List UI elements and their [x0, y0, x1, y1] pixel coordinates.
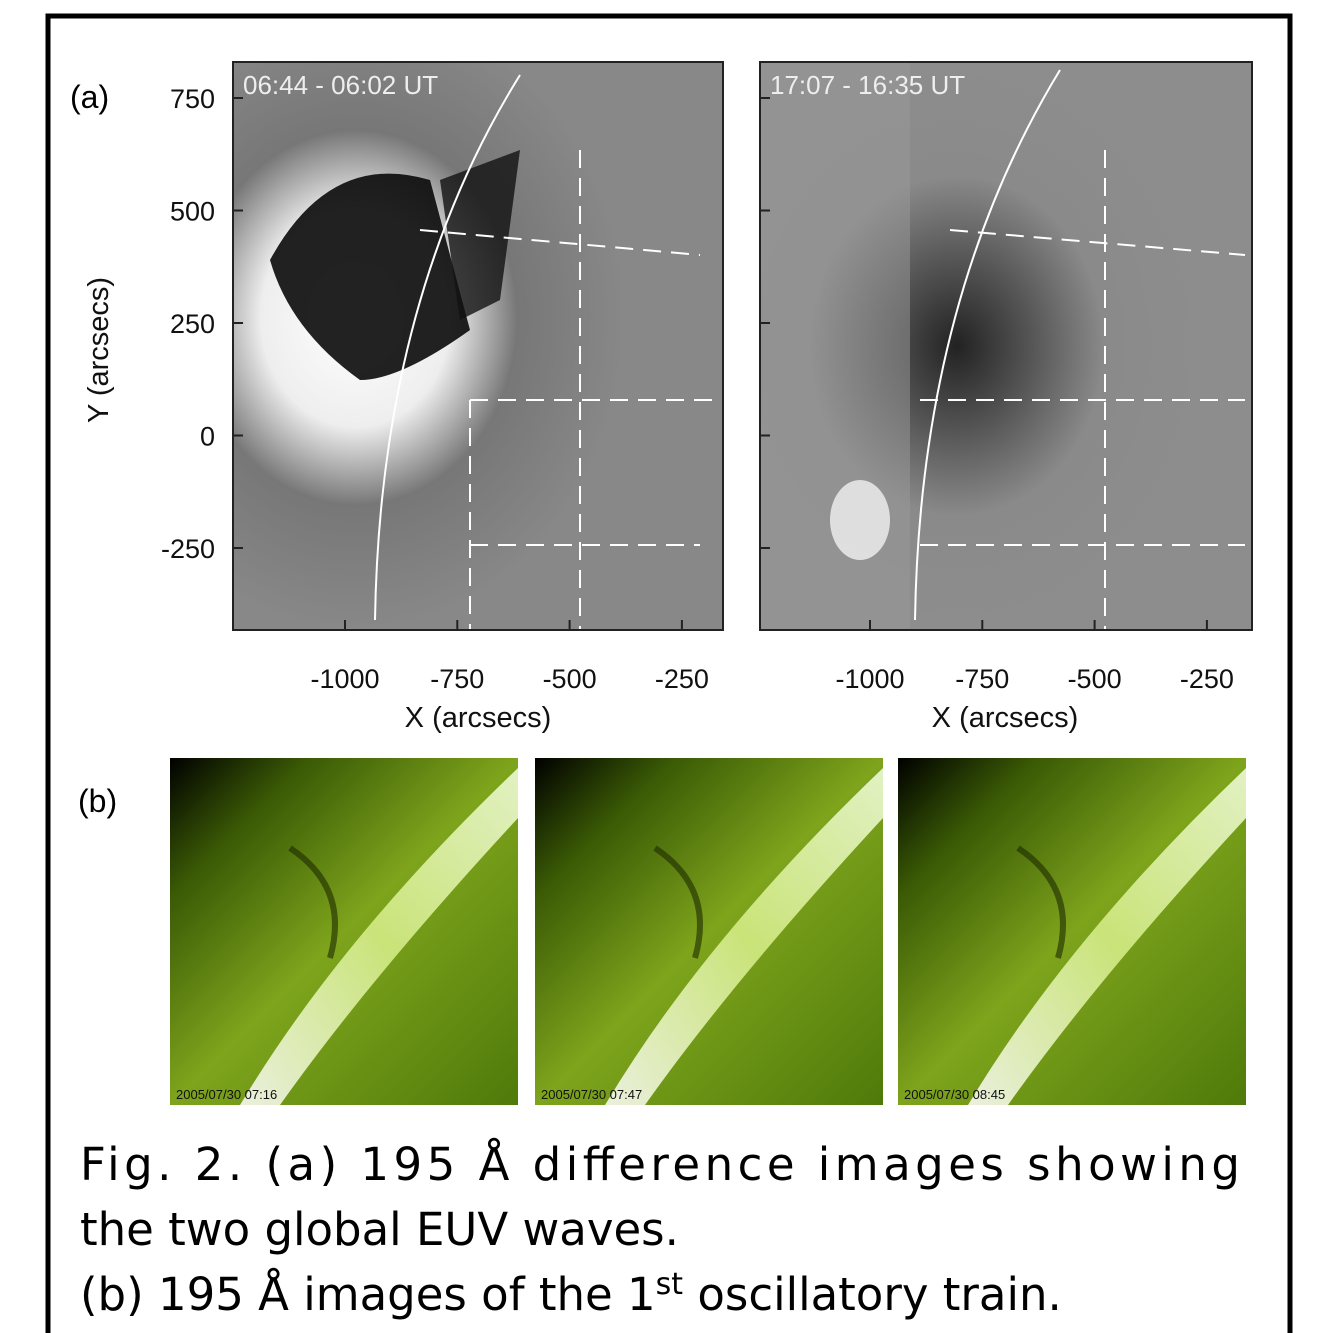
y-tick-label: 250: [170, 309, 215, 339]
x-tick-label: -500: [1068, 664, 1122, 694]
euv-image: [170, 758, 518, 1105]
x-tick-label: -250: [655, 664, 709, 694]
x-tick-label: -500: [543, 664, 597, 694]
figure: (a) Y (arcsecs) X (arcsecs) X (arcsecs) …: [0, 0, 1324, 1333]
panel-label: (a): [70, 79, 109, 115]
difference-image: [760, 62, 1252, 630]
x-tick-label: -250: [1180, 664, 1234, 694]
timestamp: 2005/07/30 07:16: [176, 1087, 277, 1102]
x-tick-label: -1000: [835, 664, 904, 694]
time-label: 06:44 - 06:02 UT: [243, 70, 438, 100]
timestamp: 2005/07/30 08:45: [904, 1087, 1005, 1102]
caption-line: the two global EUV waves.: [80, 1203, 679, 1256]
y-axis-title: Y (arcsecs): [83, 277, 115, 423]
y-tick-label: 0: [200, 422, 215, 452]
euv-image: [535, 758, 883, 1105]
x-tick-label: -750: [430, 664, 484, 694]
x-tick-label: -750: [955, 664, 1009, 694]
y-tick-label: 750: [170, 84, 215, 114]
caption-text: (b) 195 Å images of the 1: [80, 1268, 656, 1321]
time-label: 17:07 - 16:35 UT: [770, 70, 965, 100]
x-axis-title: X (arcsecs): [405, 702, 552, 734]
difference-image: [233, 62, 723, 630]
caption-superscript: st: [656, 1267, 684, 1302]
y-tick-label: 500: [170, 197, 215, 227]
panel-label: (b): [78, 783, 117, 819]
x-axis-title: X (arcsecs): [932, 702, 1079, 734]
caption-text: oscillatory train.: [683, 1268, 1062, 1321]
euv-image: [898, 758, 1246, 1105]
caption-line: (b) 195 Å images of the 1st oscillatory …: [80, 1267, 1062, 1321]
caption-line: Fig. 2. (a) 195 Å difference images show…: [80, 1138, 1240, 1191]
timestamp: 2005/07/30 07:47: [541, 1087, 642, 1102]
y-tick-label: -250: [161, 534, 215, 564]
x-tick-label: -1000: [310, 664, 379, 694]
